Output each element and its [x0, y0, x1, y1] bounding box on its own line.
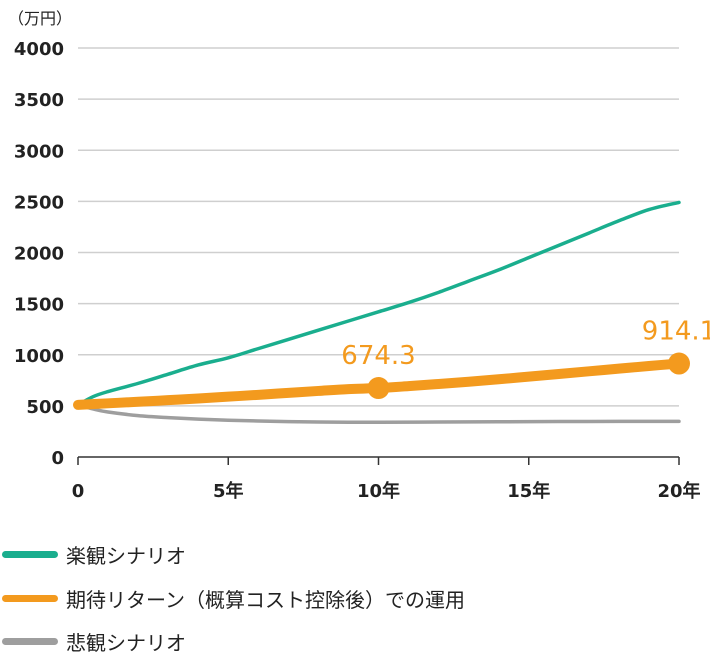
y-tick-label: 2500: [14, 192, 64, 213]
y-tick-label: 4000: [14, 39, 64, 60]
y-axis-ticks: 0 500 1000 1500 2000 2500 3000 3500 4000: [14, 39, 64, 469]
y-tick-label: 3500: [14, 90, 64, 111]
legend-label-pessimistic: 悲観シナリオ: [66, 630, 186, 655]
data-markers: 674.3 914.1: [341, 317, 710, 400]
line-chart: （万円） 0 500 1000 1500 2000 2500 3000 3500 4000 0 5…: [8, 9, 710, 502]
data-point-marker: [668, 352, 690, 375]
y-tick-label: 1500: [14, 295, 64, 316]
series-line-2: [76, 403, 681, 425]
legend-item-expected: 期待リターン（概算コスト控除後）での運用: [0, 580, 465, 616]
x-tick-label: 0: [72, 481, 85, 502]
data-point-label: 674.3: [341, 341, 415, 371]
legend-swatch-pessimistic: [2, 637, 58, 645]
legend-swatch-optimistic: [2, 550, 58, 558]
legend-item-optimistic: 楽観シナリオ: [0, 536, 186, 572]
y-tick-label: 0: [51, 448, 64, 469]
data-point-label: 914.1: [642, 317, 710, 347]
x-axis-ticks: 0 5年 10年 15年 20年: [72, 457, 701, 502]
x-tick-label: 10年: [357, 480, 400, 502]
x-tick-label: 15年: [507, 480, 550, 502]
series-line-0: [76, 200, 681, 407]
x-tick-label: 20年: [657, 480, 700, 502]
legend-item-pessimistic: 悲観シナリオ: [0, 623, 186, 659]
legend-swatch-expected: [2, 594, 58, 602]
grid-lines: [78, 47, 679, 407]
legend-label-optimistic: 楽観シナリオ: [66, 543, 186, 568]
y-tick-label: 1000: [14, 346, 64, 367]
y-axis-unit-label: （万円）: [8, 9, 72, 28]
data-point-marker: [367, 377, 390, 400]
x-tick-label: 5年: [213, 480, 244, 502]
y-tick-label: 500: [26, 397, 64, 418]
legend-label-expected: 期待リターン（概算コスト控除後）での運用: [66, 587, 465, 612]
y-tick-label: 3000: [14, 141, 64, 162]
y-tick-label: 2000: [14, 244, 64, 265]
